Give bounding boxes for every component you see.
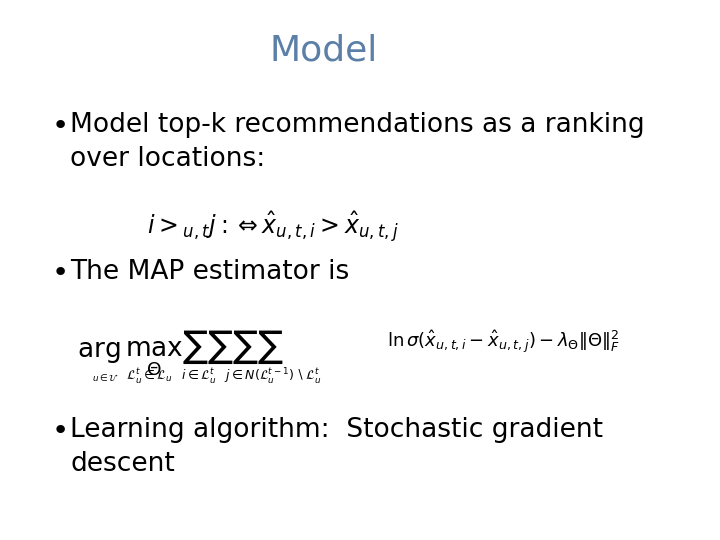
Text: •: • — [51, 417, 68, 446]
Text: $_{u \in \mathcal{U}}\;\;\;\mathcal{L}_u^t \in \mathcal{L}_u\;\;\;i \in \mathcal: $_{u \in \mathcal{U}}\;\;\;\mathcal{L}_u… — [92, 367, 322, 387]
Text: Model top-k recommendations as a ranking
over locations:: Model top-k recommendations as a ranking… — [71, 112, 645, 172]
Text: Model: Model — [270, 33, 378, 68]
Text: $i >_{u,t} j :\Leftrightarrow \hat{x}_{u,t,i} > \hat{x}_{u,t,j}$: $i >_{u,t} j :\Leftrightarrow \hat{x}_{u… — [147, 210, 399, 245]
Text: $\ln \sigma(\hat{x}_{u,t,i} - \hat{x}_{u,t,j}) - \lambda_{\Theta} \|\Theta\|_F^2: $\ln \sigma(\hat{x}_{u,t,i} - \hat{x}_{u… — [387, 328, 621, 355]
Text: $\arg\max_{\Theta} \sum\sum\sum\sum$: $\arg\max_{\Theta} \sum\sum\sum\sum$ — [76, 328, 284, 378]
Text: The MAP estimator is: The MAP estimator is — [71, 260, 350, 286]
Text: Learning algorithm:  Stochastic gradient
descent: Learning algorithm: Stochastic gradient … — [71, 417, 603, 477]
Text: •: • — [51, 260, 68, 287]
Text: •: • — [51, 112, 68, 140]
